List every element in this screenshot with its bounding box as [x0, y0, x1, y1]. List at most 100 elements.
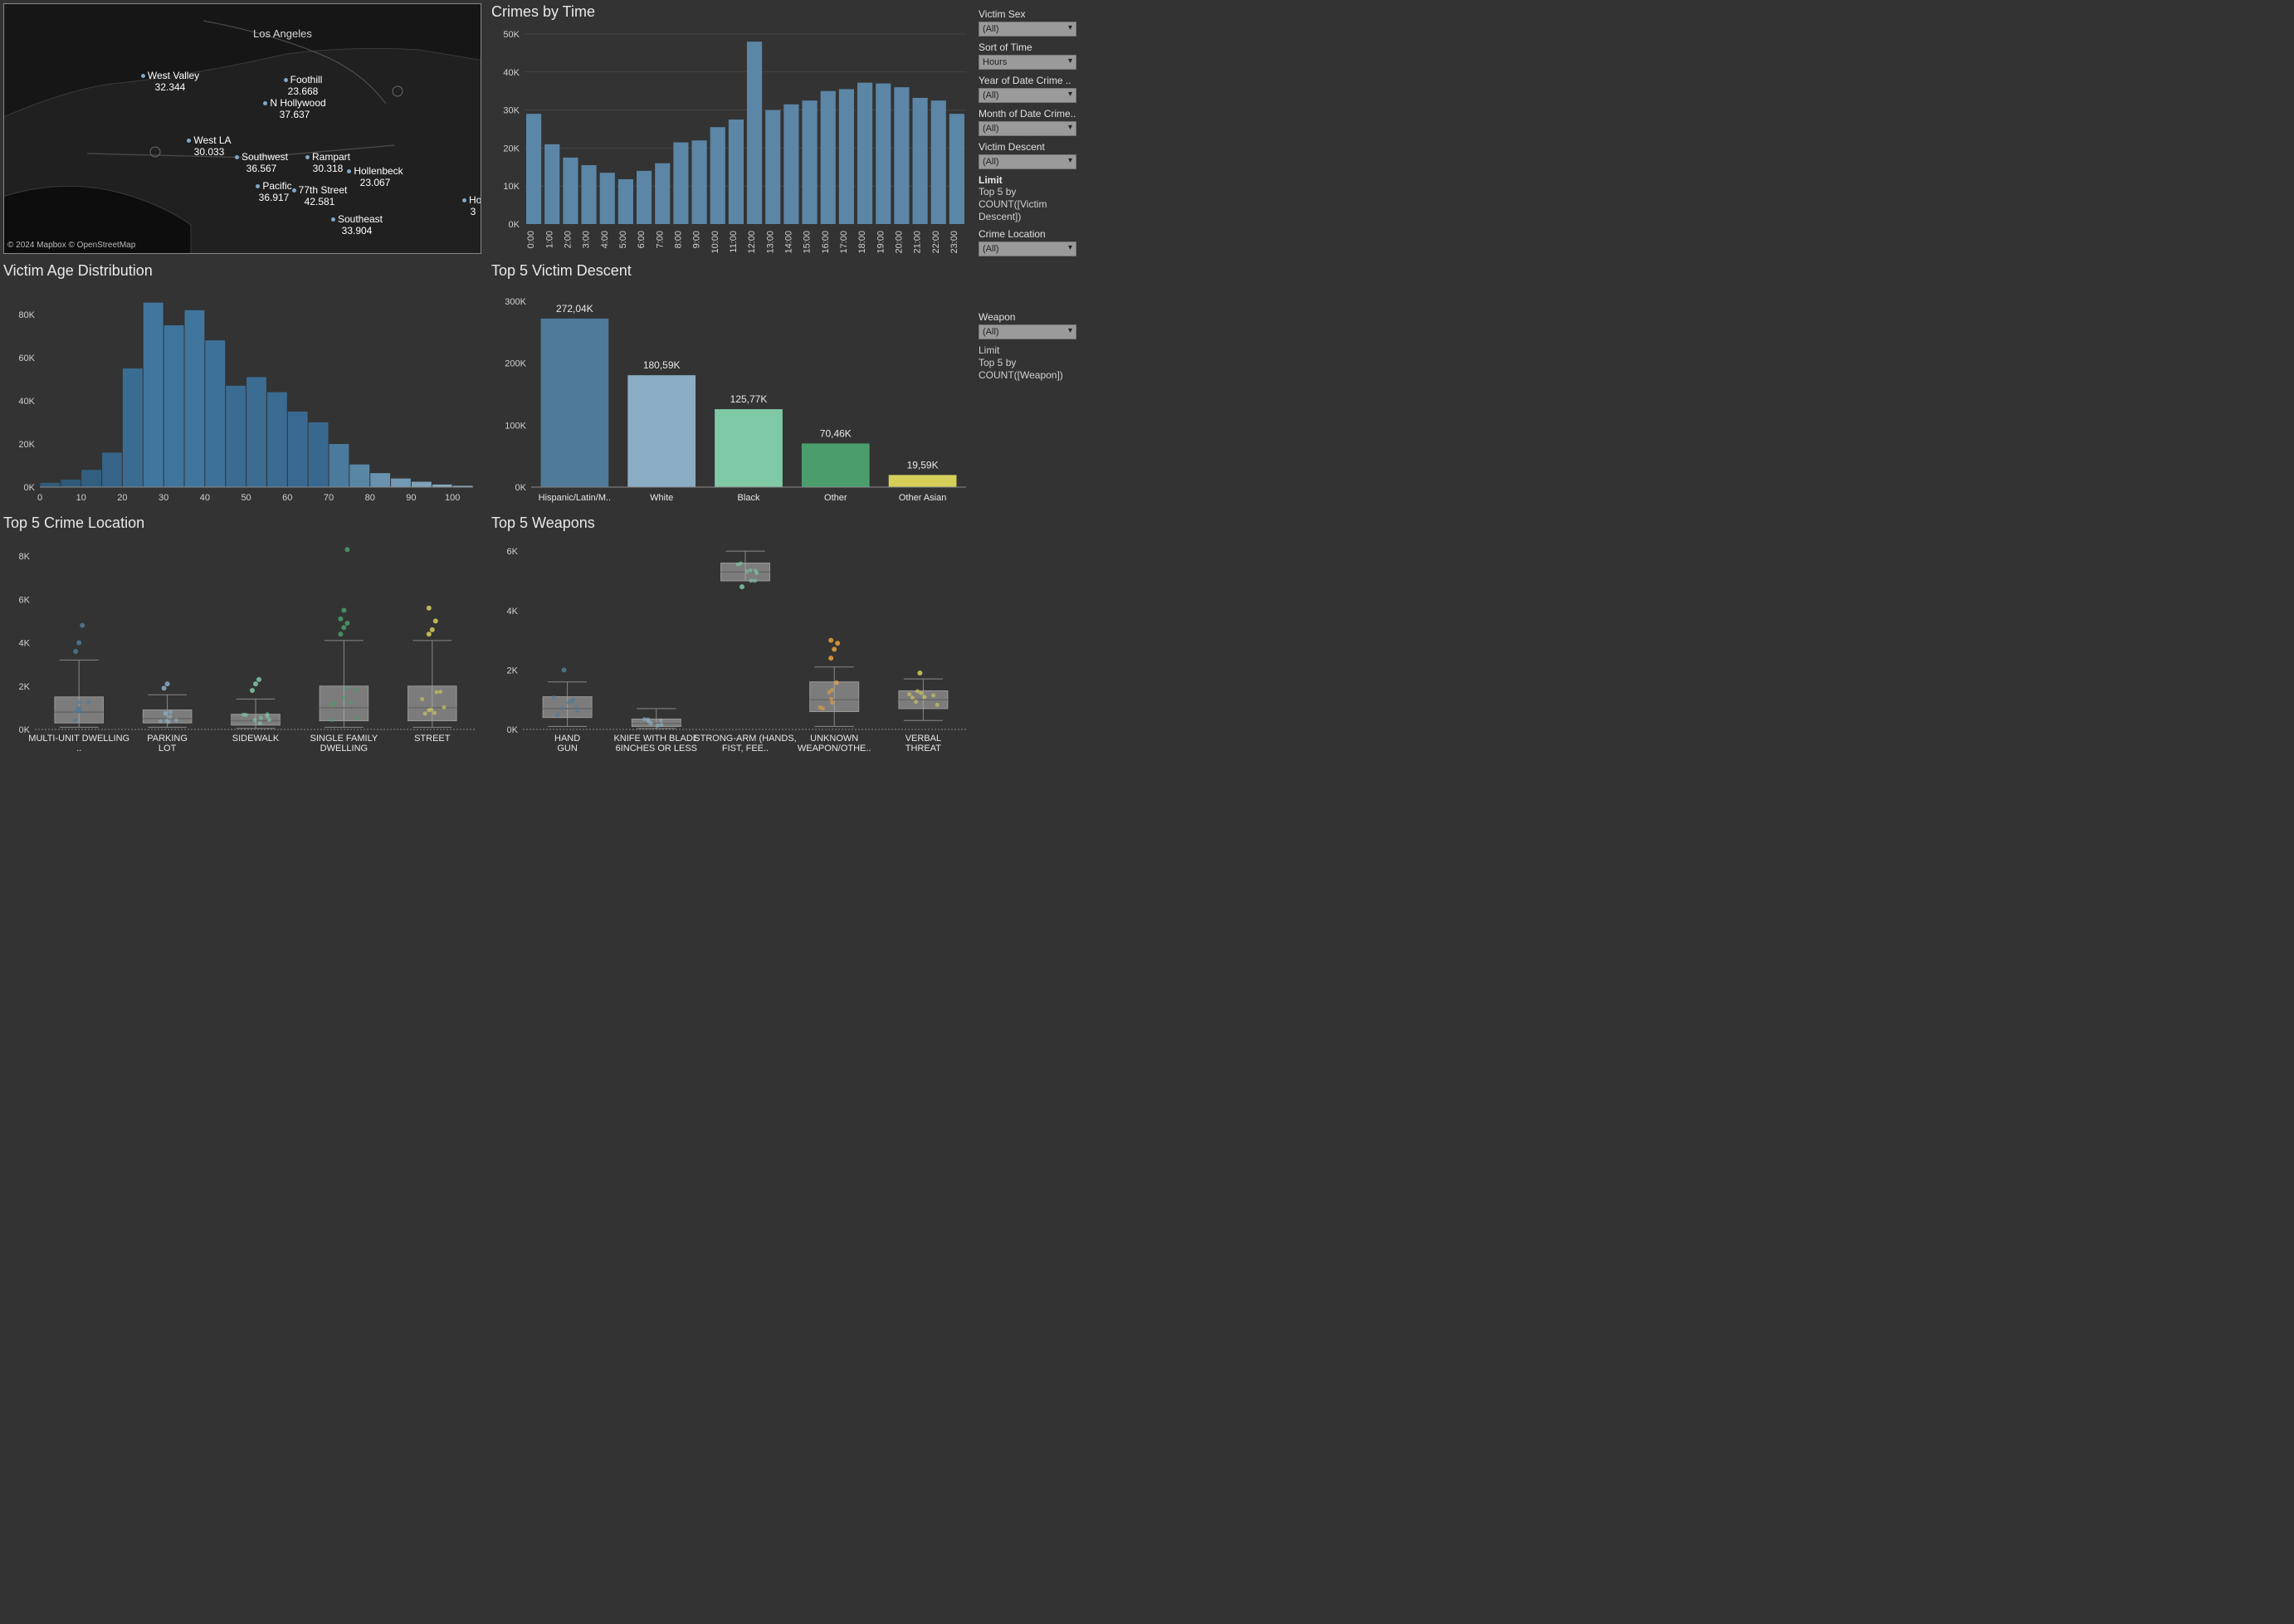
svg-text:WEAPON/OTHE..: WEAPON/OTHE.. — [798, 744, 871, 753]
filter-weapon-dropdown[interactable]: (All) — [979, 324, 1076, 339]
filter-value: (All) — [983, 24, 999, 34]
weapons-chart: 0K2K4K6KHANDGUNKNIFE WITH BLADE6INCHES O… — [491, 537, 973, 763]
svg-text:20K: 20K — [18, 440, 35, 450]
map-location: Foothill23.668 — [270, 75, 336, 98]
svg-text:8K: 8K — [19, 552, 31, 562]
svg-text:Hispanic/Latin/M..: Hispanic/Latin/M.. — [539, 493, 611, 503]
limit2-body: Top 5 by COUNT([Weapon]) — [979, 357, 1076, 382]
svg-text:20K: 20K — [503, 144, 520, 154]
svg-text:300K: 300K — [505, 297, 526, 307]
svg-text:0:00: 0:00 — [526, 231, 536, 248]
crime-loc-chart: 0K2K4K6K8KMULTI-UNIT DWELLING..PARKINGLO… — [3, 537, 481, 763]
map-location: Southeast33.904 — [324, 214, 390, 237]
svg-text:70,46K: 70,46K — [820, 427, 852, 439]
svg-text:100: 100 — [445, 493, 460, 503]
svg-text:60K: 60K — [18, 354, 35, 363]
limit1-head: Limit — [979, 174, 1076, 186]
map-location: Southwest36.567 — [228, 152, 295, 175]
svg-text:2:00: 2:00 — [563, 231, 573, 248]
map-viz[interactable]: Los Angeles West Valley32.344Foothill23.… — [3, 3, 481, 254]
svg-text:70: 70 — [324, 493, 334, 503]
svg-text:14:00: 14:00 — [783, 231, 793, 254]
descent-title: Top 5 Victim Descent — [491, 262, 973, 280]
svg-text:50: 50 — [241, 493, 251, 503]
svg-text:STREET: STREET — [414, 734, 451, 744]
svg-text:4K: 4K — [19, 639, 31, 649]
filter-value: (All) — [983, 124, 999, 134]
svg-text:11:00: 11:00 — [729, 231, 739, 253]
svg-text:10:00: 10:00 — [710, 231, 720, 254]
limit2-head: Limit — [979, 344, 1076, 357]
filter-label: Year of Date Crime .. — [979, 75, 1076, 86]
svg-text:40K: 40K — [503, 68, 520, 78]
svg-text:19,59K: 19,59K — [907, 459, 939, 471]
svg-text:272,04K: 272,04K — [556, 303, 593, 315]
svg-text:0K: 0K — [509, 220, 520, 230]
svg-text:9:00: 9:00 — [692, 231, 702, 248]
svg-text:6K: 6K — [19, 595, 31, 605]
filter-dropdown[interactable]: (All) — [979, 121, 1076, 136]
descent-chart: 0K 100K 200K 300K 272,04K Hispanic/Latin/M.. 1… — [491, 285, 973, 509]
filter-label: Victim Descent — [979, 141, 1076, 153]
map-bg — [4, 4, 481, 254]
svg-text:MULTI-UNIT DWELLING: MULTI-UNIT DWELLING — [28, 734, 129, 744]
svg-text:VERBAL: VERBAL — [905, 734, 941, 744]
svg-text:30K: 30K — [503, 106, 520, 116]
age-dist-title: Victim Age Distribution — [3, 262, 481, 280]
svg-text:6INCHES OR LESS: 6INCHES OR LESS — [616, 744, 697, 753]
svg-text:40K: 40K — [18, 397, 35, 407]
map-city-label: Los Angeles — [253, 27, 312, 40]
svg-text:17:00: 17:00 — [839, 231, 849, 254]
map-credits: © 2024 Mapbox © OpenStreetMap — [7, 241, 135, 250]
svg-text:90: 90 — [406, 493, 416, 503]
filter-value: (All) — [983, 157, 999, 167]
map-location: Hol3 — [440, 195, 481, 218]
svg-text:UNKNOWN: UNKNOWN — [810, 734, 858, 744]
filter-crime-loc-label: Crime Location — [979, 228, 1076, 240]
svg-text:2K: 2K — [507, 666, 519, 675]
svg-text:21:00: 21:00 — [913, 231, 923, 254]
svg-text:..: .. — [76, 744, 81, 753]
age-dist-chart: 0K20K40K60K80K0102030405060708090100 — [3, 285, 481, 509]
svg-text:SINGLE FAMILY: SINGLE FAMILY — [310, 734, 378, 744]
filter-dropdown[interactable]: (All) — [979, 88, 1076, 103]
filter-dropdown[interactable]: Hours — [979, 55, 1076, 70]
svg-text:40: 40 — [200, 493, 210, 503]
svg-text:20: 20 — [117, 493, 127, 503]
svg-text:100K: 100K — [505, 421, 526, 431]
svg-text:12:00: 12:00 — [747, 231, 757, 254]
filter-dropdown[interactable]: (All) — [979, 154, 1076, 169]
crimes-by-time-chart: 0K10K20K30K40K50K0:001:002:003:004:005:0… — [491, 26, 973, 254]
filter-dropdown[interactable]: (All) — [979, 22, 1076, 37]
svg-text:0: 0 — [37, 493, 42, 503]
filter-label: Sort of Time — [979, 41, 1076, 53]
svg-text:2K: 2K — [19, 682, 31, 692]
svg-text:6:00: 6:00 — [637, 231, 647, 248]
filter-crime-loc-value: (All) — [983, 244, 999, 254]
svg-text:4:00: 4:00 — [600, 231, 610, 248]
svg-text:80: 80 — [365, 493, 375, 503]
svg-text:5:00: 5:00 — [618, 231, 628, 248]
filter-crime-loc-dropdown[interactable]: (All) — [979, 241, 1076, 256]
svg-text:THREAT: THREAT — [905, 744, 941, 753]
svg-text:10K: 10K — [503, 182, 520, 192]
svg-text:Other: Other — [824, 493, 847, 503]
svg-text:50K: 50K — [503, 30, 520, 40]
filter-value: Hours — [983, 57, 1007, 67]
svg-text:KNIFE WITH BLADE: KNIFE WITH BLADE — [613, 734, 699, 744]
svg-text:FIST, FEE..: FIST, FEE.. — [722, 744, 769, 753]
map-location: 77th Street42.581 — [286, 185, 353, 208]
svg-text:White: White — [650, 493, 673, 503]
svg-text:Other Asian: Other Asian — [899, 493, 946, 503]
svg-text:HAND: HAND — [554, 734, 580, 744]
filter-label: Month of Date Crime.. — [979, 108, 1076, 119]
svg-text:PARKING: PARKING — [147, 734, 188, 744]
filter-weapon-label: Weapon — [979, 311, 1076, 323]
svg-text:SIDEWALK: SIDEWALK — [232, 734, 280, 744]
svg-text:200K: 200K — [505, 359, 526, 369]
svg-text:0K: 0K — [515, 483, 527, 493]
weapons-title: Top 5 Weapons — [491, 515, 973, 532]
svg-text:LOT: LOT — [159, 744, 177, 753]
svg-text:80K: 80K — [18, 310, 35, 320]
svg-text:18:00: 18:00 — [857, 231, 867, 254]
